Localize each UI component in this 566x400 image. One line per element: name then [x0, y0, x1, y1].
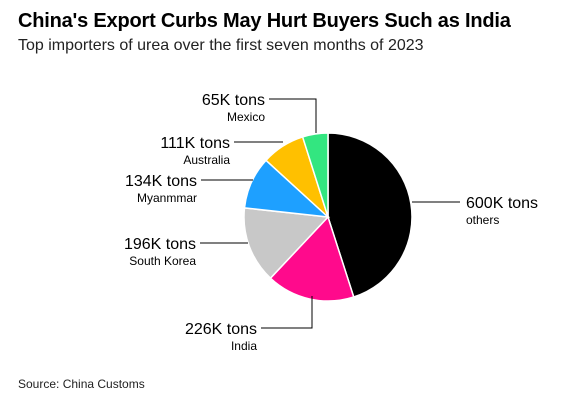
category-label-australia: Australia: [183, 153, 230, 167]
category-label-india: India: [231, 339, 257, 353]
pie-slice-others: [327, 132, 413, 298]
pie-slice-south-korea: [243, 207, 330, 280]
category-label-mexico: Mexico: [227, 110, 265, 124]
value-label-india: 226K tons: [185, 321, 257, 338]
leader-line-mexico: [269, 98, 317, 133]
chart-subtitle: Top importers of urea over the first sev…: [18, 37, 424, 54]
value-label-australia: 111K tons: [160, 135, 230, 152]
category-label-myanmmar: Myanmmar: [137, 191, 197, 205]
pie-slice-mexico: [301, 132, 329, 218]
value-label-mexico: 65K tons: [202, 92, 265, 109]
value-label-myanmmar: 134K tons: [125, 173, 197, 190]
pie-slices: [243, 132, 413, 302]
chart-title: China's Export Curbs May Hurt Buyers Suc…: [18, 10, 511, 32]
value-label-south-korea: 196K tons: [124, 236, 196, 253]
leader-line-india: [261, 296, 313, 329]
source-note: Source: China Customs: [18, 377, 145, 391]
category-label-others: others: [466, 213, 499, 227]
value-label-others: 600K tons: [466, 195, 538, 212]
pie-slice-india: [269, 215, 355, 302]
category-label-south-korea: South Korea: [129, 254, 196, 268]
